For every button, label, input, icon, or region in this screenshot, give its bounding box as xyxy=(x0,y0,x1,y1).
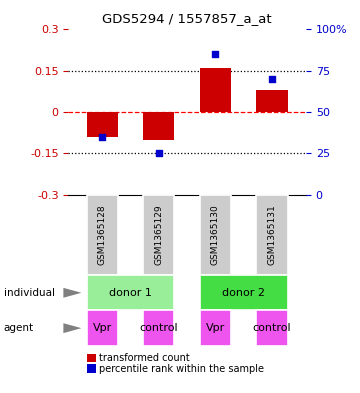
Bar xyxy=(87,112,118,137)
Text: control: control xyxy=(140,323,178,333)
Text: Vpr: Vpr xyxy=(206,323,225,333)
Bar xyxy=(143,112,175,140)
Text: GSM1365130: GSM1365130 xyxy=(211,204,220,265)
Text: control: control xyxy=(253,323,291,333)
Point xyxy=(213,51,219,57)
Bar xyxy=(256,90,288,112)
Text: agent: agent xyxy=(4,323,34,333)
Text: GSM1365131: GSM1365131 xyxy=(267,204,276,265)
Bar xyxy=(200,68,231,112)
Text: donor 1: donor 1 xyxy=(109,288,152,298)
Text: GSM1365128: GSM1365128 xyxy=(98,204,107,265)
Text: individual: individual xyxy=(4,288,55,298)
Text: transformed count: transformed count xyxy=(99,353,189,363)
Point xyxy=(156,150,162,156)
Point xyxy=(99,134,105,140)
Point xyxy=(269,76,275,82)
Text: Vpr: Vpr xyxy=(93,323,112,333)
Title: GDS5294 / 1557857_a_at: GDS5294 / 1557857_a_at xyxy=(102,13,272,26)
Text: donor 2: donor 2 xyxy=(222,288,265,298)
Polygon shape xyxy=(63,323,81,333)
Text: GSM1365129: GSM1365129 xyxy=(154,204,163,265)
Polygon shape xyxy=(63,288,81,298)
Text: percentile rank within the sample: percentile rank within the sample xyxy=(99,364,264,374)
